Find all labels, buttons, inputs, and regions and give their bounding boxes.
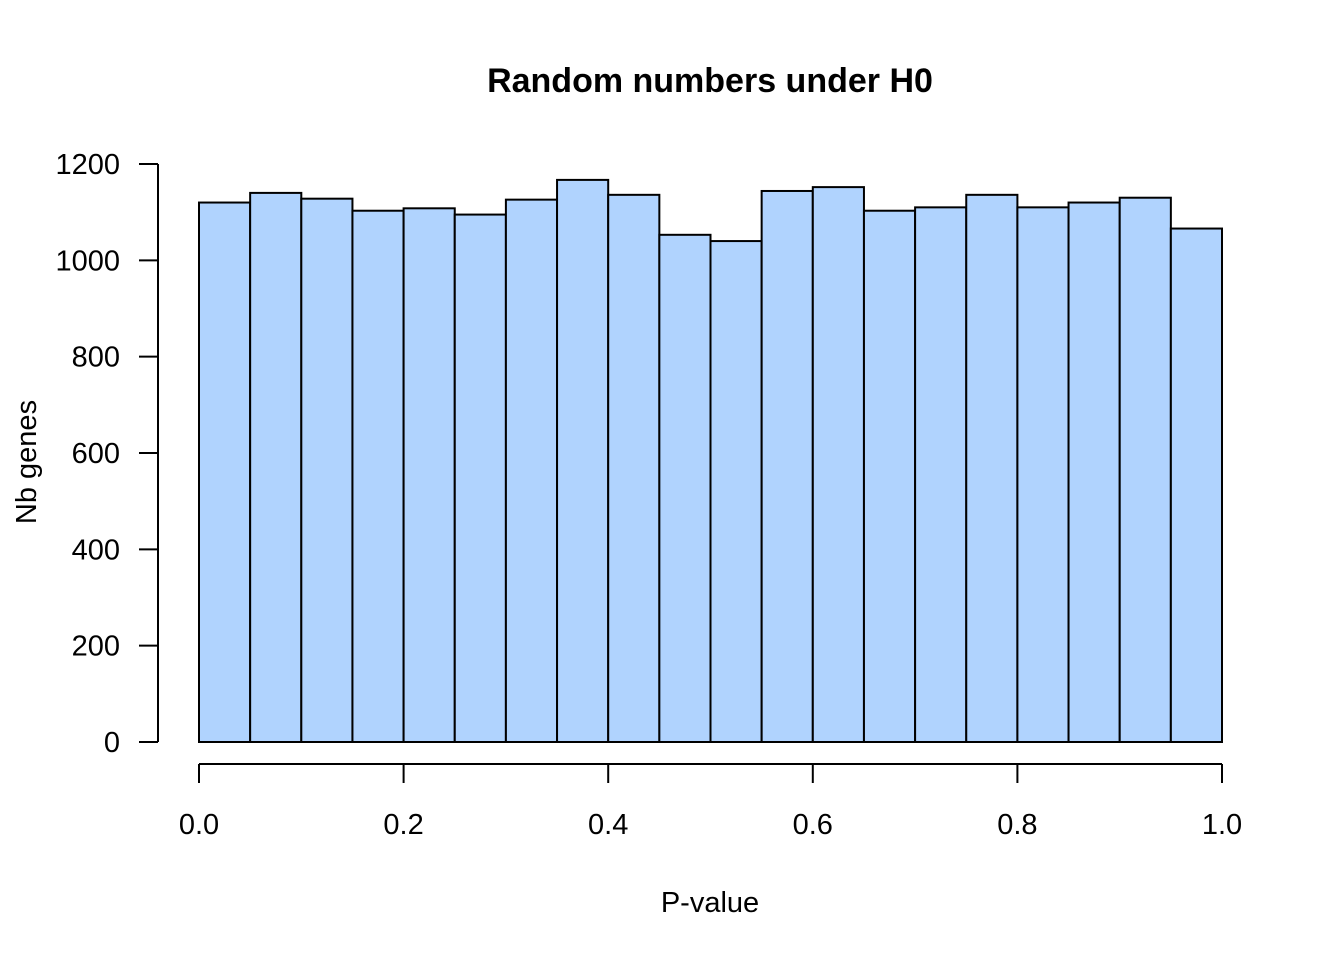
y-tick-label: 0 <box>104 727 120 759</box>
y-tick-label: 400 <box>72 534 120 566</box>
y-tick-label: 200 <box>72 631 120 663</box>
histogram-bar <box>811 186 865 743</box>
histogram-bar <box>351 209 405 743</box>
y-tick-label: 600 <box>72 438 120 470</box>
histogram-bar <box>965 193 1019 743</box>
histogram-bar <box>453 213 507 743</box>
y-axis-label: Nb genes <box>11 400 43 524</box>
x-axis: 0.0 0.2 0.4 0.6 0.8 1.0 <box>179 763 1242 841</box>
x-tick-label: 0.0 <box>179 809 219 841</box>
histogram-bar <box>709 240 763 743</box>
histogram-bar <box>300 197 354 743</box>
histogram-bar <box>249 191 303 743</box>
y-tick-label: 800 <box>72 342 120 374</box>
x-tick-label: 0.2 <box>383 809 423 841</box>
chart-title: Random numbers under H0 <box>487 62 933 100</box>
x-axis-label: P-value <box>661 887 759 919</box>
y-tick-label: 1200 <box>55 149 120 181</box>
histogram-bar <box>1067 201 1121 744</box>
histogram-bar <box>1169 227 1223 743</box>
histogram-bar <box>862 209 917 743</box>
histogram-bar <box>607 193 661 743</box>
histogram-bar <box>198 201 252 744</box>
histogram-bar <box>1118 196 1172 743</box>
x-tick-label: 1.0 <box>1202 809 1242 841</box>
histogram-bar <box>402 207 456 743</box>
y-tick-label: 1000 <box>55 245 120 277</box>
histogram-bar <box>556 178 610 743</box>
x-tick-label: 0.8 <box>997 809 1037 841</box>
bars-group <box>198 178 1223 744</box>
histogram-bar <box>1016 206 1070 744</box>
y-axis: 0 200 400 600 800 1000 1200 <box>55 149 159 759</box>
histogram-bar <box>760 189 814 743</box>
histogram-bar <box>658 233 712 743</box>
x-tick-label: 0.6 <box>793 809 833 841</box>
histogram-bar <box>504 198 559 744</box>
histogram-bar <box>914 206 968 744</box>
x-tick-label: 0.4 <box>588 809 628 841</box>
